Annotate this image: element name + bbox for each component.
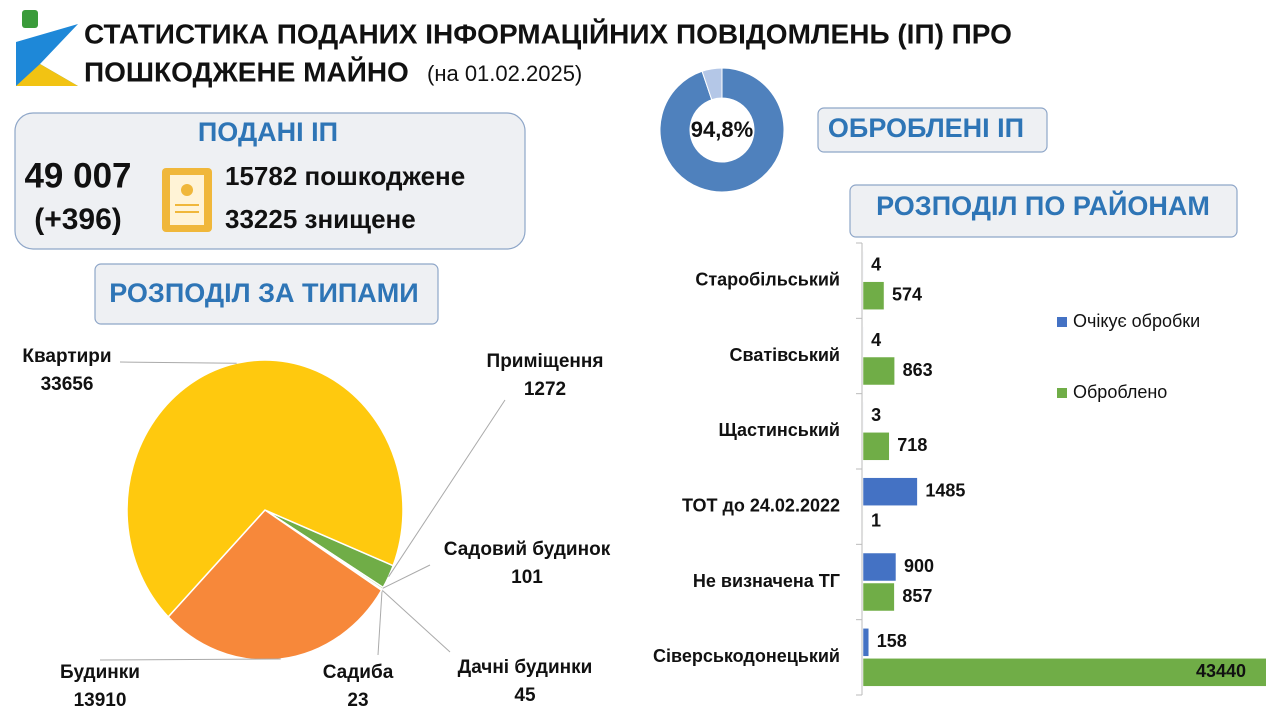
bar-value: 3 xyxy=(871,405,881,425)
category-label: Сіверськодонецький xyxy=(653,646,840,666)
destroyed: 33225 знищене xyxy=(225,204,416,234)
pie-title: РОЗПОДІЛ ЗА ТИПАМИ xyxy=(109,278,418,308)
damaged: 15782 пошкоджене xyxy=(225,161,465,191)
bar xyxy=(863,553,896,581)
bar-value: 900 xyxy=(904,556,934,576)
pie-value: 23 xyxy=(347,690,368,711)
bar-value: 1 xyxy=(871,510,881,530)
category-label: Не визначена ТГ xyxy=(693,571,840,591)
pie-category: Будинки xyxy=(60,662,140,683)
pie-value: 45 xyxy=(514,685,536,706)
bar xyxy=(863,357,895,385)
title: ПОШКОДЖЕНЕ МАЙНО xyxy=(84,55,409,87)
total: 49 007 xyxy=(24,156,131,195)
date: (на 01.02.2025) xyxy=(427,61,582,86)
bar-value: 1485 xyxy=(925,480,965,500)
leader-line xyxy=(120,362,237,363)
bar-value: 4 xyxy=(871,254,881,274)
bar-value: 4 xyxy=(871,330,881,350)
donut-label: 94,8% xyxy=(691,117,753,142)
bar-value: 863 xyxy=(903,360,933,380)
bar-value: 158 xyxy=(877,631,907,651)
pie-value: 101 xyxy=(511,567,543,588)
bar-value: 574 xyxy=(892,284,922,304)
leader-line xyxy=(382,590,450,652)
document-icon xyxy=(162,168,212,232)
bar xyxy=(863,478,917,506)
bar-title: РОЗПОДІЛ ПО РАЙОНАМ xyxy=(876,190,1210,221)
bar xyxy=(863,432,889,460)
pie-value: 13910 xyxy=(74,690,127,711)
bar-value: 857 xyxy=(902,586,932,606)
legend-swatch xyxy=(1057,388,1067,398)
title: СТАТИСТИКА ПОДАНИХ ІНФОРМАЦІЙНИХ ПОВІДОМ… xyxy=(84,17,1012,49)
legend-swatch xyxy=(1057,317,1067,327)
leader-line xyxy=(378,589,382,655)
pie-category: Садовий будинок xyxy=(444,539,611,560)
bar-value: 718 xyxy=(897,435,927,455)
category-label: ТОТ до 24.02.2022 xyxy=(682,495,840,515)
plot xyxy=(863,252,1280,687)
bar-value: 43440 xyxy=(1196,661,1246,681)
submitted-title: ПОДАНІ ІП xyxy=(198,117,338,147)
legend-label: Очікує обробки xyxy=(1073,311,1200,331)
processed-title: ОБРОБЛЕНІ ІП xyxy=(828,113,1024,143)
legend-label: Оброблено xyxy=(1073,382,1167,402)
pie-category: Садиба xyxy=(323,662,394,683)
bar xyxy=(863,628,869,656)
pie-value: 33656 xyxy=(41,374,94,395)
pie-value: 1272 xyxy=(524,379,566,400)
category-label: Старобільський xyxy=(695,269,840,289)
pie-category: Дачні будинки xyxy=(458,657,593,678)
logo xyxy=(16,10,78,86)
category-label: Щастинський xyxy=(718,420,840,440)
pie-category: Квартири xyxy=(22,346,111,367)
category-label: Сватівський xyxy=(730,345,841,365)
bar xyxy=(863,583,894,611)
pie-category: Приміщення xyxy=(487,351,604,372)
change: (+396) xyxy=(34,203,122,236)
bar xyxy=(863,282,884,310)
